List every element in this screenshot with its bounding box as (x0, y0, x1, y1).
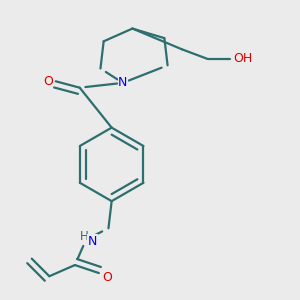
Text: N: N (88, 235, 97, 248)
Text: O: O (102, 271, 112, 284)
Text: H: H (80, 230, 89, 243)
Text: OH: OH (234, 52, 253, 65)
Text: O: O (43, 75, 53, 88)
Text: N: N (118, 76, 128, 89)
